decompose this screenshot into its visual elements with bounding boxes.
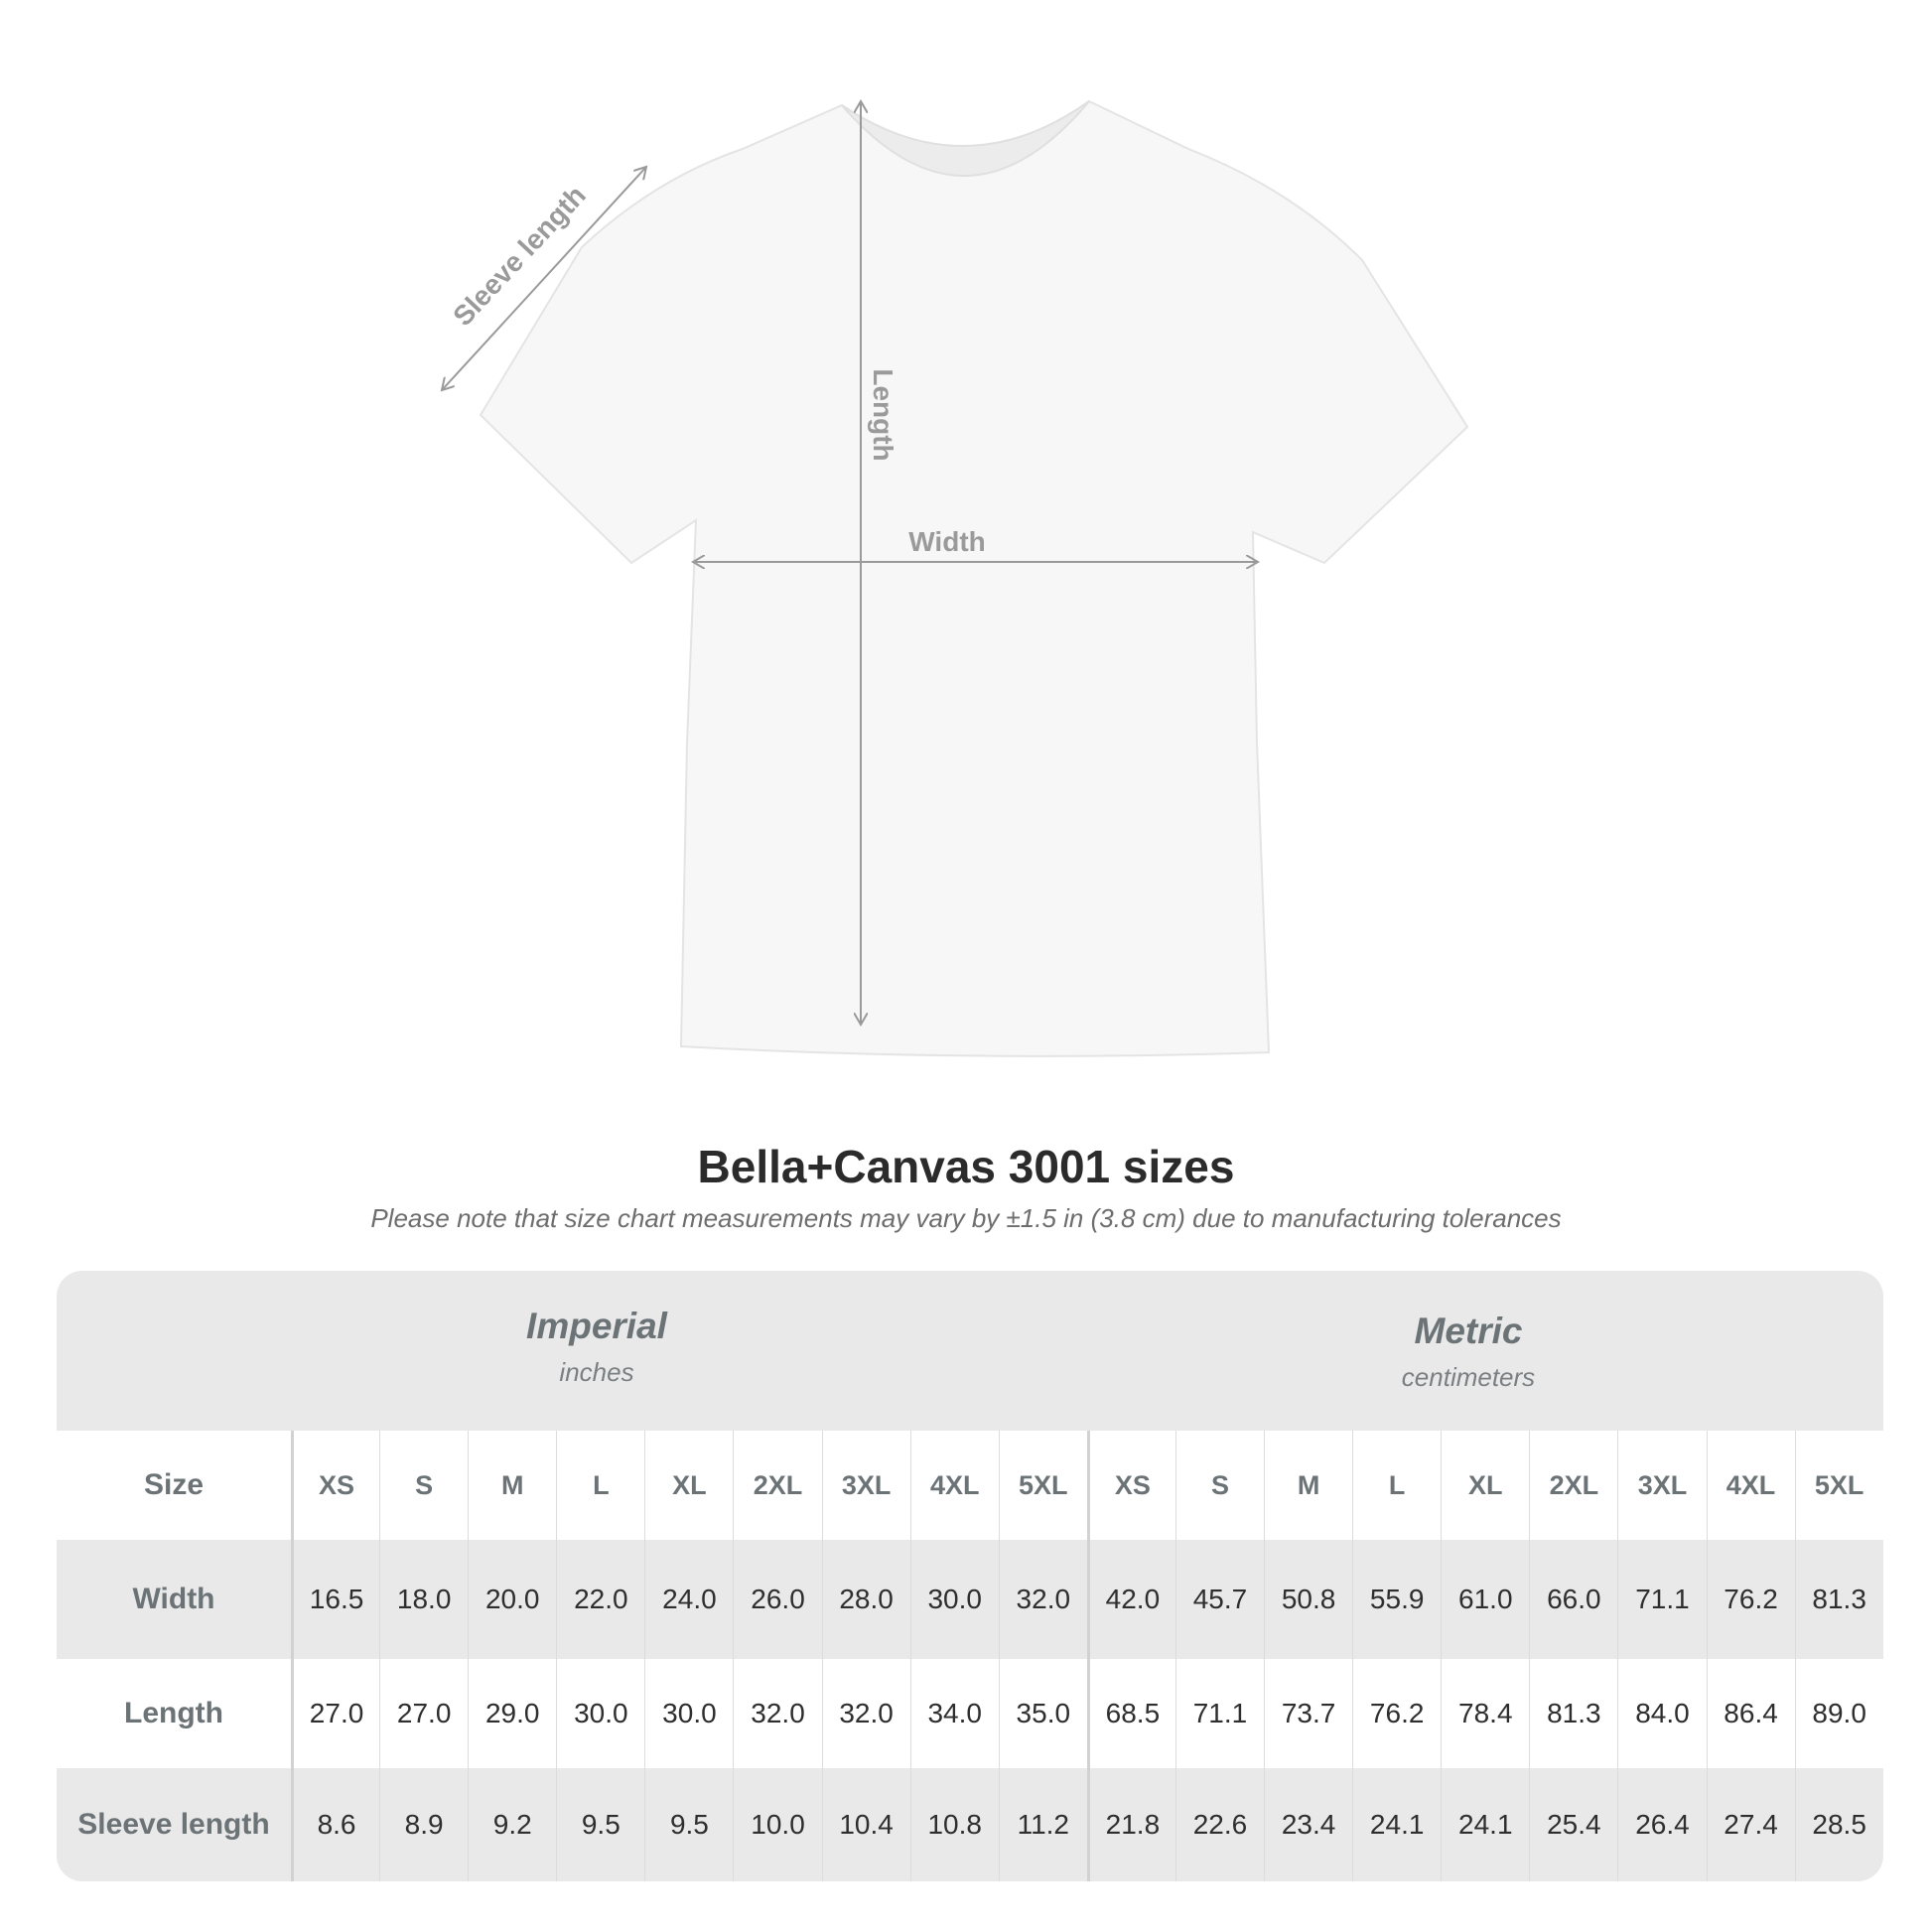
metric-header: Metric centimeters — [1220, 1311, 1717, 1393]
size-header-cell: M — [468, 1431, 556, 1540]
size-header-cell: XL — [1441, 1431, 1529, 1540]
row-label: Width — [132, 1583, 215, 1615]
table-row: Sleeve length 8.6 8.9 9.2 9.5 9.5 10.0 10.4 10.8… — [57, 1768, 1883, 1881]
tolerance-note: Please note that size chart measurements… — [370, 1203, 1562, 1233]
width-label: Width — [908, 526, 986, 557]
value-cell: 24.1 — [1352, 1768, 1441, 1881]
value-cell: 11.2 — [998, 1768, 1087, 1881]
value-cell: 22.6 — [1174, 1768, 1264, 1881]
value-cell: 29.0 — [468, 1659, 556, 1768]
value-cell: 61.0 — [1441, 1540, 1529, 1659]
value-cell: 23.4 — [1264, 1768, 1352, 1881]
value-cell: 30.0 — [556, 1659, 644, 1768]
length-label: Length — [868, 368, 898, 461]
imperial-unit: inches — [559, 1357, 634, 1387]
row-label: Length — [124, 1697, 223, 1729]
size-header-cell: XS — [291, 1431, 379, 1540]
value-cell: 26.4 — [1617, 1768, 1706, 1881]
value-cell: 73.7 — [1264, 1659, 1352, 1768]
value-cell: 76.2 — [1352, 1659, 1441, 1768]
value-cell: 20.0 — [468, 1540, 556, 1659]
value-cell: 71.1 — [1174, 1659, 1264, 1768]
value-cell: 8.9 — [379, 1768, 468, 1881]
value-cell: 35.0 — [998, 1659, 1087, 1768]
value-cell: 89.0 — [1794, 1659, 1883, 1768]
imperial-header: Imperial inches — [348, 1306, 845, 1388]
value-cell: 27.0 — [379, 1659, 468, 1768]
table-row: Length 27.0 27.0 29.0 30.0 30.0 32.0 32.0 34.0 35… — [57, 1659, 1883, 1768]
value-cell: 25.4 — [1529, 1768, 1617, 1881]
value-cell: 32.0 — [733, 1659, 821, 1768]
value-cell: 26.0 — [733, 1540, 821, 1659]
value-cell: 50.8 — [1264, 1540, 1352, 1659]
unit-header-band — [57, 1271, 1883, 1431]
row-label: Sleeve length — [77, 1808, 270, 1841]
metric-title: Metric — [1414, 1311, 1523, 1351]
value-cell: 30.0 — [909, 1540, 999, 1659]
value-cell: 24.0 — [644, 1540, 733, 1659]
value-cell: 78.4 — [1441, 1659, 1529, 1768]
size-header-cell: XS — [1086, 1431, 1175, 1540]
value-cell: 86.4 — [1706, 1659, 1795, 1768]
size-header-row: Size XS S M L XL 2XL 3XL 4XL 5XL XS S M L XL 2XL 3XL 4XL 5… — [57, 1431, 1883, 1540]
value-cell: 16.5 — [291, 1540, 379, 1659]
size-header-cell: L — [556, 1431, 644, 1540]
page-title: Bella+Canvas 3001 sizes — [697, 1141, 1235, 1192]
value-cell: 10.4 — [821, 1768, 910, 1881]
size-table: Imperial inches Metric centimeters Size X… — [57, 1271, 1883, 1881]
value-cell: 84.0 — [1617, 1659, 1706, 1768]
value-cell: 45.7 — [1174, 1540, 1264, 1659]
value-cell: 81.3 — [1794, 1540, 1883, 1659]
value-cell: 68.5 — [1086, 1659, 1175, 1768]
value-cell: 24.1 — [1441, 1768, 1529, 1881]
size-header-cell: 3XL — [821, 1431, 910, 1540]
imperial-title: Imperial — [526, 1306, 667, 1346]
size-header-cell: 4XL — [909, 1431, 999, 1540]
value-cell: 10.8 — [909, 1768, 999, 1881]
table-row: Width 16.5 18.0 20.0 22.0 24.0 26.0 28.0 30.0 32.… — [57, 1540, 1883, 1659]
value-cell: 27.0 — [291, 1659, 379, 1768]
size-header-cell: S — [1174, 1431, 1264, 1540]
tshirt-diagram: Sleeve length Length Width — [0, 0, 1469, 1057]
tshirt-body — [479, 99, 1469, 1057]
size-header-cell: L — [1352, 1431, 1441, 1540]
value-cell: 27.4 — [1706, 1768, 1795, 1881]
value-cell: 76.2 — [1706, 1540, 1795, 1659]
row-label: Size — [143, 1468, 205, 1501]
value-cell: 34.0 — [909, 1659, 999, 1768]
value-cell: 66.0 — [1529, 1540, 1617, 1659]
value-cell: 55.9 — [1352, 1540, 1441, 1659]
value-cell: 28.5 — [1794, 1768, 1883, 1881]
value-cell: 10.0 — [733, 1768, 821, 1881]
size-header-cell: 2XL — [1529, 1431, 1617, 1540]
size-header-cell: M — [1264, 1431, 1352, 1540]
metric-unit: centimeters — [1401, 1362, 1536, 1392]
value-cell: 9.5 — [556, 1768, 644, 1881]
size-header-cell: 2XL — [733, 1431, 821, 1540]
value-cell: 21.8 — [1086, 1768, 1175, 1881]
size-header-cell: 4XL — [1706, 1431, 1795, 1540]
value-cell: 22.0 — [556, 1540, 644, 1659]
value-cell: 32.0 — [821, 1659, 910, 1768]
size-header-cell: XL — [644, 1431, 733, 1540]
value-cell: 9.5 — [644, 1768, 733, 1881]
size-header-cell: 5XL — [1794, 1431, 1883, 1540]
size-header-cell: 5XL — [998, 1431, 1087, 1540]
value-cell: 42.0 — [1086, 1540, 1175, 1659]
size-header-cell: S — [379, 1431, 468, 1540]
value-cell: 71.1 — [1617, 1540, 1706, 1659]
value-cell: 18.0 — [379, 1540, 468, 1659]
value-cell: 9.2 — [468, 1768, 556, 1881]
size-header-cell: 3XL — [1617, 1431, 1706, 1540]
value-cell: 28.0 — [821, 1540, 910, 1659]
value-cell: 81.3 — [1529, 1659, 1617, 1768]
tshirt-neckline — [841, 100, 1090, 177]
value-cell: 30.0 — [644, 1659, 733, 1768]
value-cell: 8.6 — [291, 1768, 379, 1881]
sleeve-measure-line — [442, 167, 646, 390]
value-cell: 32.0 — [998, 1540, 1087, 1659]
